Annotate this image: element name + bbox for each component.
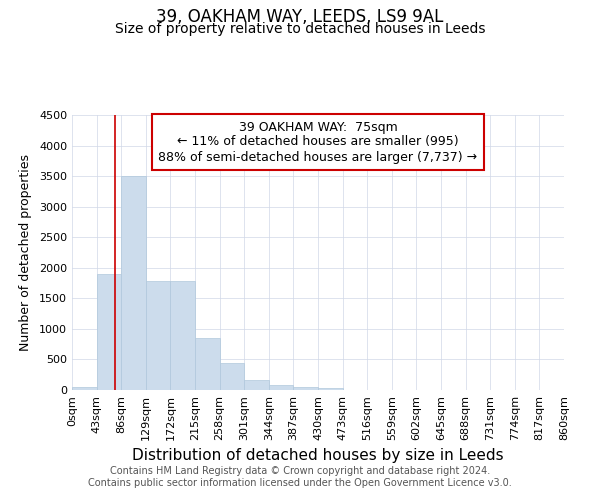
Bar [220, 362, 244, 390]
Bar [146, 281, 170, 390]
Text: Contains HM Land Registry data © Crown copyright and database right 2024.
Contai: Contains HM Land Registry data © Crown c… [88, 466, 512, 487]
Text: 39, OAKHAM WAY, LEEDS, LS9 9AL: 39, OAKHAM WAY, LEEDS, LS9 9AL [157, 8, 443, 26]
Bar [195, 338, 220, 390]
Bar [97, 274, 121, 390]
Bar [170, 281, 195, 390]
Bar [244, 380, 269, 390]
Bar [318, 388, 343, 390]
Bar [121, 176, 146, 390]
X-axis label: Distribution of detached houses by size in Leeds: Distribution of detached houses by size … [132, 448, 504, 464]
Bar [72, 386, 97, 390]
Text: 39 OAKHAM WAY:  75sqm
← 11% of detached houses are smaller (995)
88% of semi-det: 39 OAKHAM WAY: 75sqm ← 11% of detached h… [158, 120, 478, 164]
Text: Size of property relative to detached houses in Leeds: Size of property relative to detached ho… [115, 22, 485, 36]
Bar [293, 386, 318, 390]
Bar [269, 384, 293, 390]
Y-axis label: Number of detached properties: Number of detached properties [19, 154, 32, 351]
